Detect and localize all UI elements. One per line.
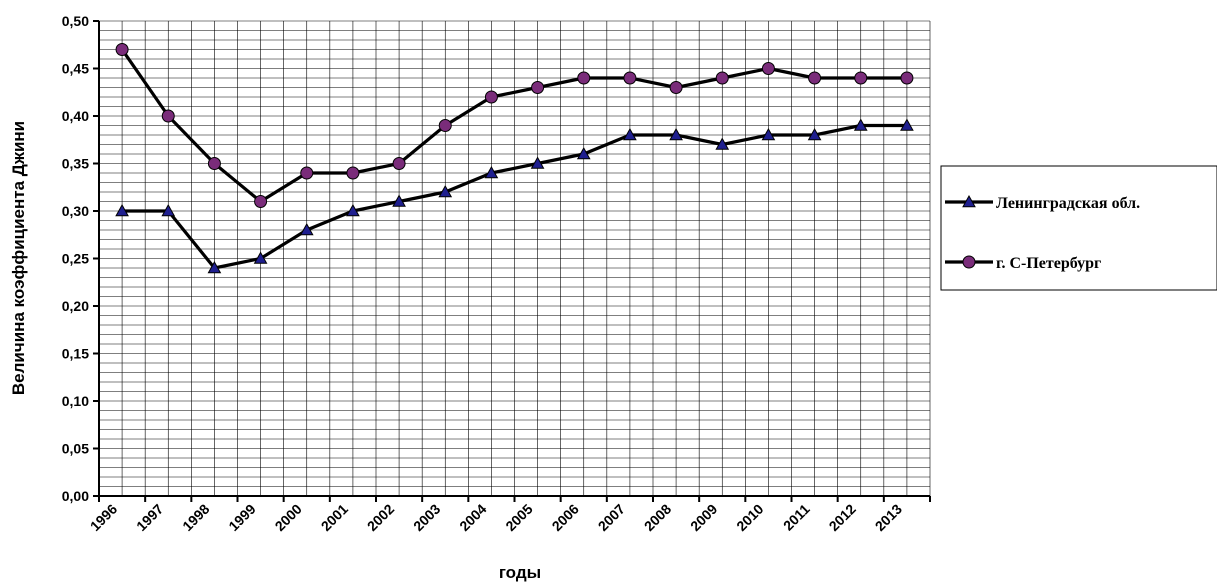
y-tick-label: 0,20 bbox=[62, 298, 89, 314]
data-point bbox=[484, 165, 499, 179]
x-tick-label: 2011 bbox=[780, 501, 813, 534]
data-point bbox=[161, 109, 175, 123]
data-point bbox=[207, 260, 222, 274]
y-tick-label: 0,05 bbox=[62, 441, 89, 457]
x-tick-label: 1997 bbox=[133, 501, 166, 534]
legend: Ленинградская обл. г. С-Петербург bbox=[940, 165, 1217, 291]
data-point bbox=[715, 71, 729, 85]
data-point bbox=[253, 251, 268, 264]
data-point bbox=[346, 166, 360, 180]
data-point bbox=[484, 90, 498, 104]
y-tick-label: 0,35 bbox=[62, 156, 89, 172]
x-tick-labels: 1996 1997 1998 1999 2000 2001 2002 2003 2004 2005… bbox=[87, 501, 905, 534]
x-tick-label: 2003 bbox=[410, 501, 443, 534]
y-axis-label: Величина коэффициента Джини bbox=[9, 121, 28, 395]
data-point bbox=[900, 71, 914, 85]
legend-label: Ленинградская обл. bbox=[996, 195, 1140, 212]
y-tick-label: 0,50 bbox=[62, 13, 89, 29]
legend-label: г. С-Петербург bbox=[996, 255, 1101, 272]
x-tick-label: 2007 bbox=[595, 501, 628, 534]
x-tick-label: 2002 bbox=[364, 501, 397, 534]
data-point bbox=[161, 203, 176, 217]
data-point bbox=[576, 146, 591, 160]
legend-marker bbox=[962, 255, 976, 269]
x-tick-label: 2004 bbox=[456, 501, 489, 534]
x-tick-label: 2010 bbox=[733, 501, 766, 534]
x-tick-label: 2013 bbox=[872, 501, 905, 534]
y-tick-label: 0,40 bbox=[62, 108, 89, 124]
data-point bbox=[853, 118, 868, 131]
y-tick-label: 0,30 bbox=[62, 203, 89, 219]
data-point bbox=[807, 127, 822, 141]
x-tick-label: 1999 bbox=[225, 501, 258, 534]
data-point bbox=[346, 203, 360, 217]
y-tick-label: 0,10 bbox=[62, 393, 89, 409]
series-line bbox=[122, 123, 907, 270]
y-tick-labels: 0,00 0,05 0,10 0,15 0,20 0,25 0,30 0,35 0,40 0,45… bbox=[62, 13, 89, 504]
data-point bbox=[715, 137, 730, 150]
legend-marker bbox=[962, 194, 976, 208]
x-tick-label: 2009 bbox=[687, 501, 720, 534]
x-tick-label: 2001 bbox=[318, 501, 351, 534]
y-tick-label: 0,25 bbox=[62, 251, 89, 267]
x-tick-label: 2008 bbox=[641, 501, 674, 534]
y-tick-label: 0,15 bbox=[62, 346, 89, 362]
data-point bbox=[438, 184, 453, 198]
x-tick-label: 1996 bbox=[87, 501, 120, 534]
data-point bbox=[254, 195, 268, 208]
data-point bbox=[854, 71, 868, 85]
data-point bbox=[669, 127, 683, 141]
series-line bbox=[120, 48, 907, 204]
data-point bbox=[299, 222, 314, 236]
series-group bbox=[115, 43, 914, 274]
x-tick-label: 2012 bbox=[826, 501, 859, 534]
data-point bbox=[623, 71, 637, 85]
data-point bbox=[623, 127, 637, 141]
data-point bbox=[392, 157, 406, 170]
x-tick-label: 2000 bbox=[272, 501, 305, 534]
data-point bbox=[761, 62, 775, 75]
x-axis-label: годы bbox=[499, 563, 541, 582]
data-point bbox=[531, 81, 545, 94]
data-point bbox=[808, 71, 822, 85]
data-point bbox=[438, 119, 452, 132]
data-point bbox=[300, 166, 314, 180]
data-point bbox=[115, 203, 129, 217]
legend-box bbox=[940, 165, 1217, 291]
legend-item-1: Ленинградская обл. bbox=[945, 194, 1140, 212]
data-point bbox=[207, 157, 221, 170]
data-point bbox=[577, 71, 591, 85]
x-tick-label: 1998 bbox=[179, 501, 212, 534]
legend-item-2: г. С-Петербург bbox=[945, 255, 1101, 272]
y-tick-label: 0,45 bbox=[62, 61, 89, 77]
axes bbox=[93, 20, 931, 502]
data-point bbox=[115, 43, 129, 56]
x-tick-label: 2006 bbox=[549, 501, 582, 534]
x-tick-label: 2005 bbox=[502, 501, 535, 534]
data-point bbox=[761, 127, 776, 141]
y-tick-label: 0,00 bbox=[62, 488, 89, 504]
data-point bbox=[392, 194, 406, 207]
data-point bbox=[900, 118, 914, 131]
data-point bbox=[669, 81, 683, 94]
series-2 bbox=[115, 43, 914, 208]
series-1 bbox=[115, 118, 914, 274]
data-point bbox=[530, 156, 545, 169]
